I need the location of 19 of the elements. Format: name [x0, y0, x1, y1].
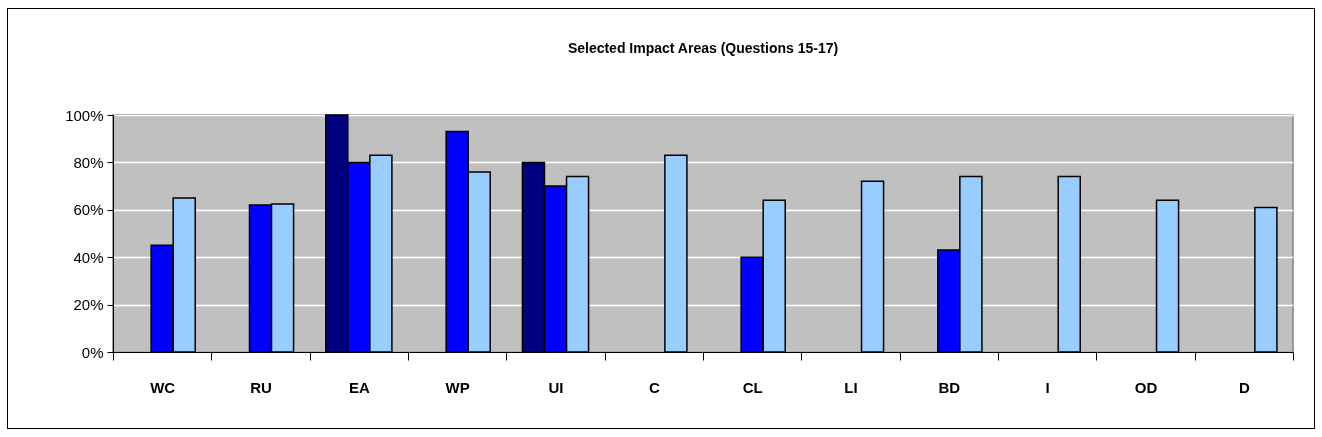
y-tick-label: 80%	[73, 153, 104, 171]
x-tick-label: WC	[150, 378, 176, 396]
x-tick-label: UI	[548, 378, 564, 396]
x-tick-label: C	[648, 378, 660, 396]
x-tick-label: I	[1045, 378, 1050, 396]
x-tick-label: BD	[938, 378, 961, 396]
y-tick-label: 20%	[73, 296, 104, 314]
x-tick-label: OD	[1134, 378, 1158, 396]
y-tick-label: 0%	[81, 343, 104, 361]
x-tick-label: LI	[844, 378, 858, 396]
y-tick-label: 100%	[65, 106, 104, 124]
x-tick-label: CL	[742, 378, 763, 396]
y-tick-label: 60%	[73, 201, 104, 219]
y-tick-label: 40%	[73, 248, 104, 266]
chart-title: Selected Impact Areas (Questions 15-17)	[567, 40, 839, 56]
x-tick-label: RU	[250, 378, 272, 396]
x-tick-label: WP	[445, 378, 470, 396]
x-tick-label: D	[1238, 378, 1250, 396]
x-tick-label: EA	[348, 378, 370, 396]
